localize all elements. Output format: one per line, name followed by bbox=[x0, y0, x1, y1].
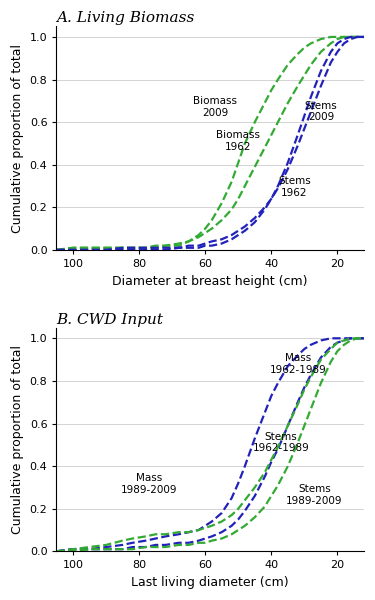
Text: Biomass
2009: Biomass 2009 bbox=[193, 96, 237, 118]
Text: B. CWD Input: B. CWD Input bbox=[57, 313, 164, 326]
Text: Mass
1989-2009: Mass 1989-2009 bbox=[121, 473, 177, 495]
Text: Stems
1962: Stems 1962 bbox=[278, 176, 311, 198]
Y-axis label: Cumulative proportion of total: Cumulative proportion of total bbox=[11, 345, 24, 534]
Text: Stems
2009: Stems 2009 bbox=[304, 101, 337, 122]
Text: Stems
1989-2009: Stems 1989-2009 bbox=[286, 484, 342, 506]
Text: A. Living Biomass: A. Living Biomass bbox=[57, 11, 195, 25]
Text: Biomass
1962: Biomass 1962 bbox=[216, 130, 260, 152]
Text: Mass
1962-1989: Mass 1962-1989 bbox=[269, 353, 326, 374]
Y-axis label: Cumulative proportion of total: Cumulative proportion of total bbox=[11, 44, 24, 233]
Text: Stems
1962-1989: Stems 1962-1989 bbox=[253, 432, 310, 454]
X-axis label: Last living diameter (cm): Last living diameter (cm) bbox=[131, 576, 289, 589]
X-axis label: Diameter at breast height (cm): Diameter at breast height (cm) bbox=[112, 275, 308, 287]
